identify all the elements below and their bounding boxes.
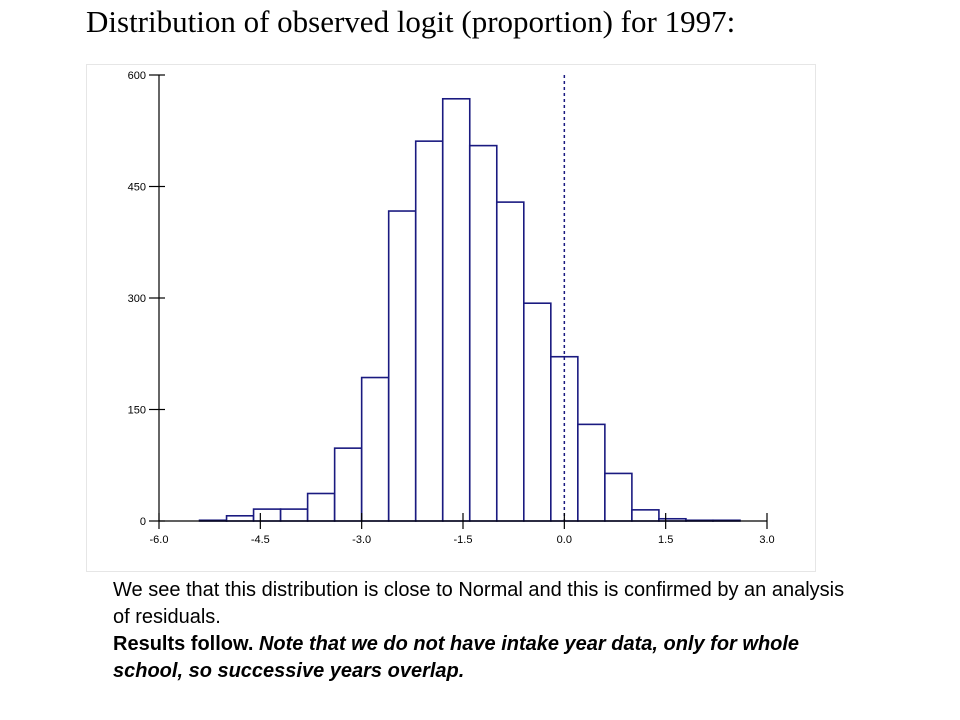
x-tick-label: 3.0 (759, 534, 774, 546)
x-tick-label: -1.5 (454, 534, 473, 546)
histogram-bar (468, 144, 498, 522)
x-tick-label: -6.0 (150, 534, 169, 546)
slide-caption: We see that this distribution is close t… (113, 577, 853, 685)
histogram-bars (198, 97, 741, 522)
x-tick-label: 1.5 (658, 534, 673, 546)
y-tick-label: 600 (128, 70, 146, 82)
x-tick-label: -3.0 (352, 534, 371, 546)
histogram-bar (577, 423, 606, 522)
histogram-bar (306, 492, 336, 522)
caption-bold-text: Results follow. (113, 633, 254, 655)
caption-bold-italic-text: Note that we do not have intake year dat… (113, 633, 800, 682)
x-tick-label: 0.0 (557, 534, 572, 546)
histogram-bar (414, 140, 444, 522)
histogram-chart: -6.0 -4.5 -3.0 -1.5 0.0 1.5 3.0 0 150 300 450 600 (86, 64, 816, 572)
histogram-bar (252, 508, 282, 522)
histogram-svg: -6.0 -4.5 -3.0 -1.5 0.0 1.5 3.0 0 150 300 450 600 (128, 70, 775, 546)
histogram-bar (360, 376, 390, 522)
caption-line-2: Results follow. Note that we do not have… (113, 631, 853, 685)
slide-title: Distribution of observed logit (proporti… (86, 4, 736, 39)
chart-ticks: -6.0 -4.5 -3.0 -1.5 0.0 1.5 3.0 0 150 300 450 600 (128, 70, 775, 546)
histogram-bar (631, 509, 660, 522)
caption-line-1: We see that this distribution is close t… (113, 579, 845, 628)
y-tick-label: 0 (140, 516, 146, 528)
histogram-bar (279, 508, 309, 522)
histogram-bar (522, 302, 552, 522)
y-tick-label: 450 (128, 182, 146, 194)
histogram-bar (495, 201, 525, 522)
histogram-bar (225, 514, 255, 522)
x-tick-label: -4.5 (251, 534, 270, 546)
histogram-bar (441, 97, 471, 522)
y-tick-label: 150 (128, 405, 146, 417)
histogram-bar (333, 447, 363, 522)
histogram-bar (387, 210, 417, 522)
histogram-bar (604, 472, 633, 522)
y-tick-label: 300 (128, 293, 146, 305)
